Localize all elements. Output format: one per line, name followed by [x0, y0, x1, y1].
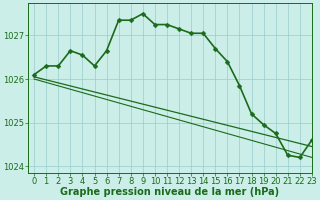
X-axis label: Graphe pression niveau de la mer (hPa): Graphe pression niveau de la mer (hPa) [60, 187, 280, 197]
